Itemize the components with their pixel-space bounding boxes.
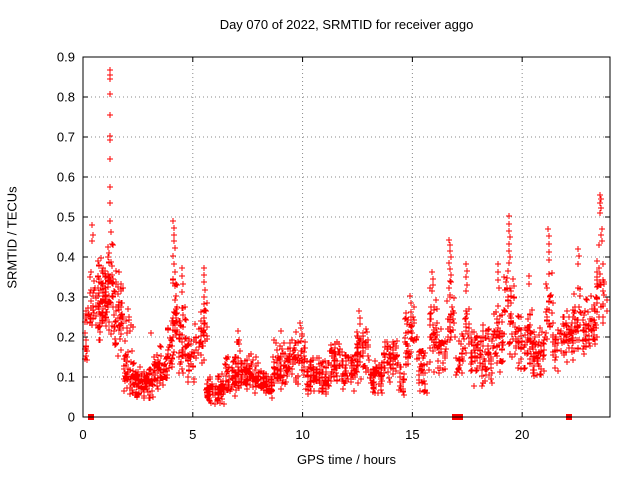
y-tick-label: 0.4 [57,250,75,265]
y-tick-label: 0.9 [57,50,75,65]
x-axis-label: GPS time / hours [297,452,396,467]
y-tick-label: 0.8 [57,90,75,105]
y-tick-label: 0.5 [57,210,75,225]
x-tick-label: 15 [405,427,419,442]
x-tick-label: 10 [295,427,309,442]
y-tick-label: 0.3 [57,290,75,305]
chart-title: Day 070 of 2022, SRMTID for receiver agg… [219,17,474,32]
y-tick-label: 0.2 [57,330,75,345]
y-tick-label: 0 [68,410,75,425]
x-tick-label: 0 [79,427,86,442]
y-tick-label: 0.7 [57,130,75,145]
x-tick-label: 20 [515,427,529,442]
y-tick-label: 0.6 [57,170,75,185]
x-tick-label: 5 [189,427,196,442]
y-tick-label: 0.1 [57,370,75,385]
